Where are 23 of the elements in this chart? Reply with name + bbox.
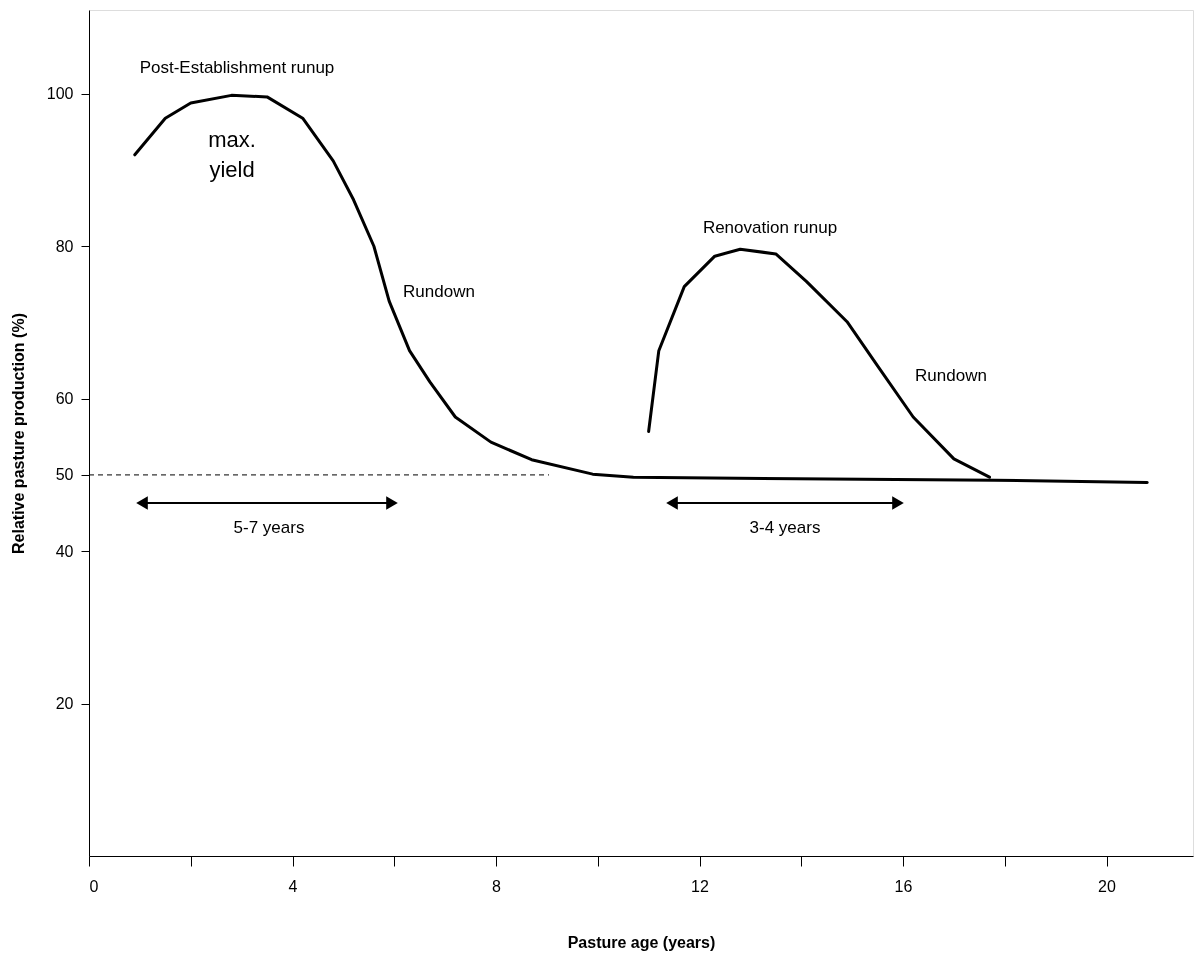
y-tick-label: 50 <box>55 466 74 484</box>
x-tick-label: 16 <box>894 877 913 895</box>
y-tick-label: 20 <box>55 695 74 713</box>
annotation: Rundown <box>403 282 475 301</box>
y-tick-label: 100 <box>46 85 74 103</box>
y-tick-label: 80 <box>55 237 74 255</box>
annotation: 3-4 years <box>749 518 821 537</box>
line-series <box>647 247 991 479</box>
annotation: 5-7 years <box>233 518 305 537</box>
y-axis-title: Relative pasture production (%) <box>9 313 27 554</box>
y-tick-label: 40 <box>55 542 74 560</box>
annotation: Renovation runup <box>702 218 838 237</box>
x-tick-label: 0 <box>89 877 99 895</box>
annotation: Post-Establishment runup <box>139 58 335 77</box>
line-series <box>133 93 1149 485</box>
y-tick-label: 60 <box>55 390 74 408</box>
x-axis-title: Pasture age (years) <box>567 933 716 951</box>
annotation: max. yield <box>208 127 256 182</box>
x-tick-label: 8 <box>492 877 502 895</box>
annotation: Rundown <box>915 366 987 385</box>
x-tick-label: 20 <box>1098 877 1117 895</box>
x-tick-label: 12 <box>691 877 710 895</box>
x-tick-label: 4 <box>288 877 298 895</box>
